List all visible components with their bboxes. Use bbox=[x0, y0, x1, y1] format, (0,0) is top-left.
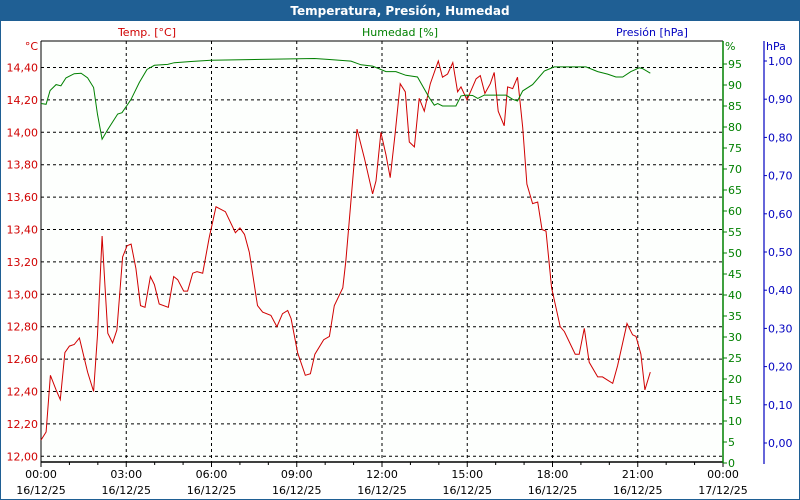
humidity-tick-label: 50 bbox=[728, 247, 742, 260]
x-tick-time: 00:00 bbox=[707, 468, 739, 481]
humidity-tick-label: 40 bbox=[728, 289, 742, 302]
x-tick-time: 18:00 bbox=[537, 468, 569, 481]
humidity-tick-label: 45 bbox=[728, 268, 742, 281]
temp-tick-label: 13,00 bbox=[7, 288, 39, 301]
humidity-tick-label: 80 bbox=[728, 121, 742, 134]
x-tick-date: 16/12/25 bbox=[528, 484, 577, 497]
pressure-tick-label: 0,80 bbox=[768, 131, 793, 144]
x-tick-time: 00:00 bbox=[25, 468, 57, 481]
humidity-tick-label: 85 bbox=[728, 100, 742, 113]
humidity-tick-label: 95 bbox=[728, 58, 742, 71]
series-lines bbox=[40, 57, 651, 441]
temp-tick-label: 12,40 bbox=[7, 386, 39, 399]
x-tick-time: 09:00 bbox=[281, 468, 313, 481]
temp-tick-label: 14,40 bbox=[7, 62, 39, 75]
x-tick-date: 16/12/25 bbox=[613, 484, 662, 497]
temp-tick-label: 12,20 bbox=[7, 418, 39, 431]
humidity-line bbox=[40, 57, 651, 141]
x-tick-date: 16/12/25 bbox=[272, 484, 321, 497]
temperature-line bbox=[40, 59, 651, 441]
x-tick-time: 21:00 bbox=[622, 468, 654, 481]
x-tick-date: 16/12/25 bbox=[102, 484, 151, 497]
x-tick-date: 16/12/25 bbox=[16, 484, 65, 497]
grid-lines bbox=[41, 41, 723, 462]
pressure-tick-label: 0,20 bbox=[768, 361, 793, 374]
x-tick-date: 16/12/25 bbox=[187, 484, 236, 497]
temp-tick-label: 12,80 bbox=[7, 321, 39, 334]
humidity-tick-label: 15 bbox=[728, 394, 742, 407]
pressure-legend: Presión [hPa] bbox=[616, 26, 688, 39]
x-tick-time: 03:00 bbox=[110, 468, 142, 481]
humidity-tick-label: 0 bbox=[728, 457, 735, 470]
humidity-tick-label: 10 bbox=[728, 415, 742, 428]
humidity-tick-label: 35 bbox=[728, 310, 742, 323]
pressure-tick-label: 0,90 bbox=[768, 93, 793, 106]
pressure-tick-label: 0,40 bbox=[768, 284, 793, 297]
pressure-unit-label: hPa bbox=[766, 40, 786, 53]
humidity-unit-label: % bbox=[725, 40, 735, 53]
pressure-tick-label: 0,30 bbox=[768, 322, 793, 335]
humidity-tick-label: 55 bbox=[728, 226, 742, 239]
axes bbox=[40, 40, 767, 467]
temp-tick-label: 13,80 bbox=[7, 159, 39, 172]
humidity-tick-label: 60 bbox=[728, 205, 742, 218]
humidity-legend: Humedad [%] bbox=[362, 26, 438, 39]
window-title: Temperatura, Presión, Humedad bbox=[1, 1, 799, 21]
x-tick-time: 06:00 bbox=[196, 468, 228, 481]
temp-tick-label: 12,00 bbox=[7, 450, 39, 463]
pressure-tick-label: 0,60 bbox=[768, 208, 793, 221]
axis-labels: 12,00 12,20 12,40 12,60 12,80 13,00 13,20 13,40… bbox=[7, 26, 793, 497]
temp-legend: Temp. [°C] bbox=[117, 26, 176, 39]
humidity-tick-label: 75 bbox=[728, 142, 742, 155]
pressure-tick-label: 1,00 bbox=[768, 55, 793, 68]
temp-unit-label: °C bbox=[25, 40, 39, 53]
humidity-tick-label: 5 bbox=[728, 436, 735, 449]
pressure-tick-label: 0,50 bbox=[768, 246, 793, 259]
humidity-tick-label: 70 bbox=[728, 163, 742, 176]
pressure-tick-label: 0,70 bbox=[768, 170, 793, 183]
humidity-tick-label: 25 bbox=[728, 352, 742, 365]
humidity-tick-label: 65 bbox=[728, 184, 742, 197]
temp-tick-label: 13,20 bbox=[7, 256, 39, 269]
pressure-tick-label: 0,00 bbox=[768, 437, 793, 450]
x-tick-date: 16/12/25 bbox=[357, 484, 406, 497]
x-tick-time: 15:00 bbox=[451, 468, 483, 481]
temp-tick-label: 12,60 bbox=[7, 353, 39, 366]
temp-tick-label: 14,00 bbox=[7, 126, 39, 139]
temp-tick-label: 13,60 bbox=[7, 191, 39, 204]
humidity-tick-label: 20 bbox=[728, 373, 742, 386]
humidity-tick-label: 30 bbox=[728, 331, 742, 344]
pressure-tick-label: 0,10 bbox=[768, 399, 793, 412]
x-tick-date: 16/12/25 bbox=[443, 484, 492, 497]
x-tick-time: 12:00 bbox=[366, 468, 398, 481]
x-tick-date: 17/12/25 bbox=[698, 484, 747, 497]
humidity-tick-label: 90 bbox=[728, 79, 742, 92]
temp-tick-label: 13,40 bbox=[7, 224, 39, 237]
temp-tick-label: 14,20 bbox=[7, 94, 39, 107]
